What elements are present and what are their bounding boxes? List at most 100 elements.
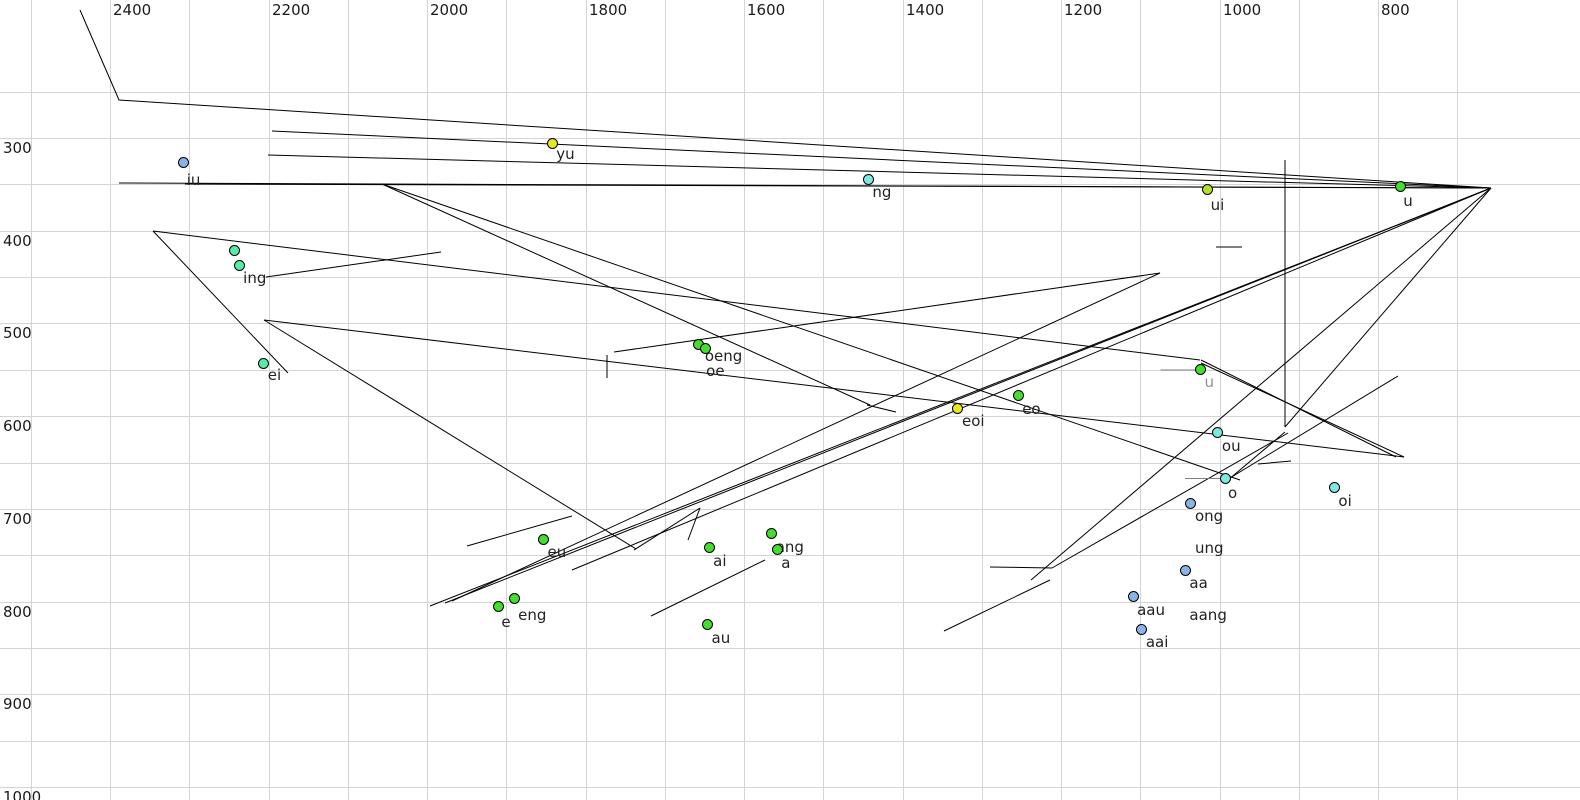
y-axis-tick-label: 400	[3, 232, 32, 250]
y-axis-tick-label: 600	[3, 417, 32, 435]
x-axis-tick-label: 1400	[906, 1, 945, 19]
x-axis-tick-label: 1800	[589, 1, 628, 19]
formant-trajectory-line	[687, 507, 701, 541]
x-axis-tick-label: 2200	[272, 1, 311, 19]
vowel-label: aa	[1189, 574, 1208, 593]
formant-trajectory-line	[152, 230, 289, 374]
formant-trajectory-line	[381, 183, 871, 406]
vowel-label: u	[1204, 372, 1214, 391]
formant-trajectory-line	[1227, 431, 1286, 481]
formant-trajectory-line	[381, 183, 1241, 481]
vowel-label: aang	[1189, 605, 1227, 624]
formant-trajectory-line	[943, 579, 1051, 632]
formant-trajectory-line	[451, 272, 1161, 602]
vowel-datapoint[interactable]	[1394, 180, 1406, 192]
vowel-label: ong	[1194, 507, 1224, 526]
formant-trajectory-line	[866, 404, 897, 413]
vowel-datapoint[interactable]	[766, 528, 778, 540]
vowel-label: ui	[1210, 195, 1225, 214]
vowel-datapoint[interactable]	[1328, 482, 1340, 494]
formant-trajectory-line	[571, 187, 1492, 571]
formant-trajectory-line	[267, 154, 1492, 189]
formant-trajectory-line	[265, 251, 442, 278]
formant-trajectory-line	[1224, 375, 1399, 482]
y-axis-tick-label: 300	[3, 139, 32, 157]
y-axis-tick-label: 1000	[3, 788, 42, 800]
vowel-label: aau	[1137, 600, 1165, 619]
vowel-label: o	[1228, 484, 1238, 503]
vowel-label: ng	[872, 182, 892, 201]
vowel-label: e	[501, 613, 511, 632]
formant-trajectory-line	[152, 230, 1201, 361]
formant-trajectory-line	[466, 515, 573, 547]
vowel-datapoint[interactable]	[699, 342, 711, 354]
vowel-datapoint[interactable]	[258, 357, 270, 369]
vowel-label: eu	[547, 543, 567, 562]
vowel-label: yu	[556, 144, 575, 163]
vowel-datapoint[interactable]	[546, 138, 558, 150]
formant-trajectory-line	[263, 319, 637, 550]
vowel-label: ang	[775, 537, 804, 556]
vowel-datapoint[interactable]	[771, 544, 783, 556]
formant-trajectory-line	[1257, 460, 1292, 465]
formant-trajectory-line	[429, 187, 1492, 607]
vowel-datapoint[interactable]	[228, 244, 240, 256]
vowel-label: oeng	[704, 346, 743, 365]
y-axis-tick-label: 900	[3, 695, 32, 713]
vowel-label: aai	[1145, 633, 1169, 652]
x-axis-tick-label: 800	[1381, 1, 1410, 19]
vowel-datapoint[interactable]	[492, 600, 504, 612]
formant-trajectory-line	[613, 272, 1161, 353]
formant-trajectory-line	[1051, 432, 1289, 569]
vowel-datapoint[interactable]	[1185, 497, 1197, 509]
vowel-datapoint[interactable]	[537, 533, 549, 545]
formant-trajectory-line	[633, 507, 701, 551]
x-axis-tick-label: 1600	[747, 1, 786, 19]
vowel-label: ei	[267, 366, 282, 385]
vowel-datapoint[interactable]	[702, 619, 714, 631]
vowel-label: a	[781, 553, 791, 572]
formant-trajectory-line	[381, 183, 1492, 189]
x-axis-tick-label: 2000	[430, 1, 469, 19]
vowel-datapoint[interactable]	[952, 403, 964, 415]
vowel-label: eoi	[961, 411, 985, 430]
vowel-datapoint[interactable]	[703, 542, 715, 554]
vowel-datapoint[interactable]	[1179, 564, 1191, 576]
vowel-datapoint[interactable]	[862, 174, 874, 186]
y-axis-tick-label: 800	[3, 603, 32, 621]
vowel-label: ing	[243, 268, 267, 287]
vowel-label: eo	[1022, 399, 1041, 418]
vowel-datapoint[interactable]	[1194, 364, 1206, 376]
vowel-datapoint[interactable]	[1127, 591, 1139, 603]
vowel-datapoint[interactable]	[233, 260, 245, 272]
vowel-label: ou	[1221, 436, 1241, 455]
vowel-label: oi	[1338, 491, 1352, 510]
vowel-datapoint[interactable]	[1212, 427, 1224, 439]
y-axis-tick-label: 700	[3, 510, 32, 528]
vowel-datapoint[interactable]	[1202, 184, 1214, 196]
vowel-datapoint[interactable]	[1136, 623, 1148, 635]
formant-trajectory-line	[650, 559, 766, 617]
vowel-datapoint[interactable]	[1219, 472, 1231, 484]
formant-trajectory-line	[1030, 187, 1492, 581]
x-axis-tick-label: 1200	[1064, 1, 1103, 19]
vowel-label: eng	[518, 605, 547, 624]
vowel-datapoint[interactable]	[1012, 390, 1024, 402]
formant-trajectory-line	[118, 182, 383, 185]
formant-trajectory-line	[989, 566, 1053, 569]
y-axis-tick-label: 500	[3, 324, 32, 342]
vowel-label: au	[711, 628, 731, 647]
vowel-label: iu	[186, 171, 201, 190]
formant-trajectory-line	[271, 130, 1492, 189]
vowel-datapoint[interactable]	[508, 593, 520, 605]
x-axis-tick-label: 1000	[1223, 1, 1262, 19]
formant-trajectory-line	[1200, 362, 1405, 458]
vowel-label: u	[1403, 192, 1413, 211]
vowel-datapoint[interactable]	[178, 156, 190, 168]
vowel-label: ung	[1194, 538, 1224, 557]
